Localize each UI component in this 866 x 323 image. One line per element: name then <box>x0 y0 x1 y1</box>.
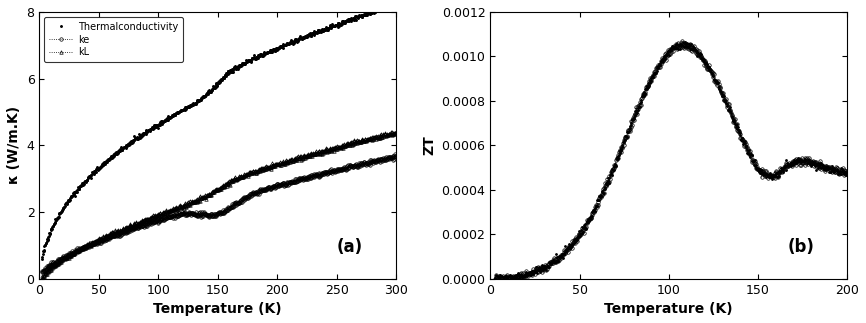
kL <box>36 276 47 280</box>
ke <box>262 186 273 190</box>
Thermalconductivity <box>306 33 316 37</box>
ke <box>242 196 253 200</box>
ke <box>252 192 262 196</box>
Y-axis label: ZT: ZT <box>422 135 436 155</box>
Text: (b): (b) <box>787 238 814 255</box>
kL <box>262 165 273 169</box>
Thermalconductivity <box>391 2 401 5</box>
Line: Thermalconductivity: Thermalconductivity <box>40 2 397 260</box>
kL <box>242 172 253 176</box>
Text: (a): (a) <box>337 238 363 255</box>
ke <box>36 269 47 273</box>
X-axis label: Temperature (K): Temperature (K) <box>153 302 282 316</box>
Line: ke: ke <box>40 152 397 274</box>
kL <box>342 143 352 147</box>
kL <box>391 130 401 134</box>
ke <box>342 164 352 168</box>
kL <box>391 130 401 134</box>
Legend: Thermalconductivity, ke, kL: Thermalconductivity, ke, kL <box>44 17 184 62</box>
Thermalconductivity <box>262 51 273 55</box>
Thermalconductivity <box>242 59 253 63</box>
ke <box>306 173 316 177</box>
Thermalconductivity <box>252 57 262 60</box>
Thermalconductivity <box>342 18 352 22</box>
ke <box>391 155 401 159</box>
Y-axis label: κ (W/m.K): κ (W/m.K) <box>7 106 21 184</box>
kL <box>306 151 316 155</box>
Thermalconductivity <box>36 256 47 260</box>
Thermalconductivity <box>389 1 399 5</box>
kL <box>58 255 68 259</box>
ke <box>37 270 48 274</box>
X-axis label: Temperature (K): Temperature (K) <box>604 302 733 316</box>
Line: kL: kL <box>40 130 397 280</box>
ke <box>390 152 400 156</box>
ke <box>59 256 69 260</box>
kL <box>252 170 262 174</box>
Thermalconductivity <box>58 207 68 211</box>
